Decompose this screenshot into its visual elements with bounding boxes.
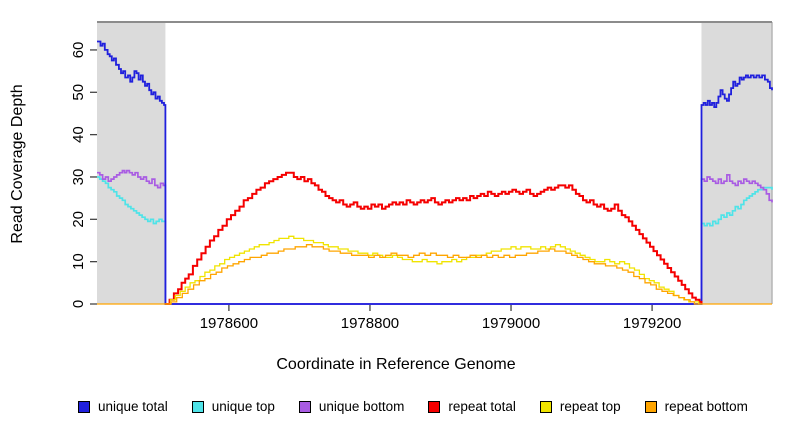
series-unique-total bbox=[97, 40, 773, 305]
legend-item-repeat-bottom: repeat bottom bbox=[644, 399, 748, 414]
series-repeat-bottom bbox=[97, 244, 772, 305]
y-tick-label: 10 bbox=[70, 253, 87, 270]
y-tick-label: 40 bbox=[70, 126, 87, 143]
legend-item-unique-bottom: unique bottom bbox=[298, 399, 405, 414]
shaded-region bbox=[97, 22, 166, 304]
series-repeat-top bbox=[165, 235, 702, 305]
y-tick-label: 0 bbox=[70, 300, 87, 308]
x-tick-label: 1979200 bbox=[623, 315, 681, 332]
y-tick-label: 30 bbox=[70, 169, 87, 186]
legend-item-repeat-top: repeat top bbox=[539, 399, 621, 414]
legend-swatch-icon bbox=[298, 400, 311, 413]
legend-item-repeat-total: repeat total bbox=[428, 399, 516, 414]
y-tick-label: 60 bbox=[70, 42, 87, 59]
y-tick-label: 20 bbox=[70, 211, 87, 228]
legend-item-unique-top: unique top bbox=[191, 399, 275, 414]
series-repeat-total bbox=[165, 171, 703, 305]
y-tick-label: 50 bbox=[70, 84, 87, 101]
y-axis-title: Read Coverage Depth bbox=[9, 84, 26, 244]
legend-label: repeat top bbox=[559, 399, 621, 414]
legend-label: unique top bbox=[211, 399, 275, 414]
legend-swatch-icon bbox=[539, 400, 552, 413]
legend-swatch-icon bbox=[78, 400, 90, 413]
x-tick-label: 1978600 bbox=[200, 315, 258, 332]
x-tick-label: 1979000 bbox=[482, 315, 540, 332]
legend-label: unique bottom bbox=[318, 399, 405, 414]
x-tick-label: 1978800 bbox=[341, 315, 399, 332]
legend-label: repeat bottom bbox=[664, 399, 748, 414]
shaded-region bbox=[701, 22, 772, 304]
legend-label: repeat total bbox=[448, 399, 516, 414]
legend-label: unique total bbox=[98, 399, 168, 414]
legend-swatch-icon bbox=[428, 400, 441, 413]
legend: unique total unique top unique bottom repea… bbox=[78, 399, 748, 414]
legend-item-unique-total: unique total bbox=[78, 399, 168, 414]
x-axis-title: Coordinate in Reference Genome bbox=[276, 356, 516, 373]
series-unique-bottom bbox=[97, 169, 773, 305]
legend-swatch-icon bbox=[191, 400, 204, 413]
legend-swatch-icon bbox=[644, 400, 657, 413]
